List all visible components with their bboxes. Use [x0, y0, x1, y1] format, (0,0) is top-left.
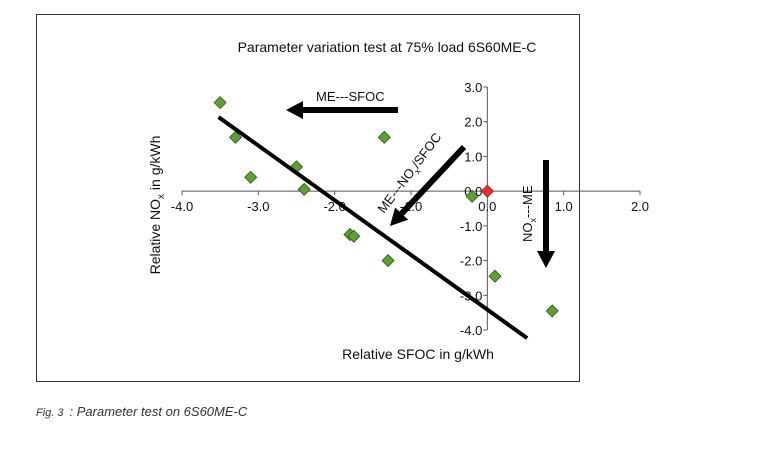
sfoc-arrow-head [286, 101, 303, 119]
nox-label-part: NO [520, 223, 535, 243]
figure-caption-text: : Parameter test on 6S60ME-C [69, 404, 248, 419]
data-point [545, 304, 559, 318]
sfoc-arrow-label: ME---SFOC [316, 89, 385, 104]
nox-sfoc-arrow-head [390, 207, 409, 226]
y-tick-label: -4.0 [460, 323, 482, 338]
y-tick-label: 3.0 [464, 80, 482, 95]
reference-point [480, 184, 494, 198]
nox-label-part: ---ME [520, 185, 535, 218]
y-tick-label: 2.0 [464, 115, 482, 130]
y-tick-label: -1.0 [460, 219, 482, 234]
trend-line [217, 115, 529, 340]
data-point [347, 229, 361, 243]
x-tick-label: -4.0 [171, 199, 193, 214]
data-point [228, 130, 242, 144]
chart-frame [36, 14, 580, 382]
data-point [377, 130, 391, 144]
data-point [213, 96, 227, 110]
chart-title: Parameter variation test at 75% load 6S6… [238, 39, 537, 55]
nox-sfoc-label-part: /SFOC [408, 130, 444, 171]
data-point [488, 269, 502, 283]
data-point [297, 182, 311, 196]
y-axis-label: Relative NOx in g/kWh [147, 136, 167, 275]
figure-caption: Fig. 3 : Parameter test on 6S60ME-C [36, 404, 247, 419]
y-tick-label: 1.0 [464, 149, 482, 164]
nox-arrow-head [537, 251, 555, 268]
figure-number: Fig. 3 [36, 407, 64, 419]
nox-arrow-label: NOx---ME [520, 185, 538, 242]
data-point [244, 170, 258, 184]
nox-sfoc-label-sub: x [412, 166, 423, 176]
nox-arrow [537, 160, 555, 268]
data-point [381, 254, 395, 268]
nox-label-sub: x [528, 218, 538, 223]
x-tick-label: -3.0 [247, 199, 269, 214]
x-tick-label: 1.0 [555, 199, 573, 214]
x-axis-label: Relative SFOC in g/kWh [342, 346, 494, 362]
sfoc-arrow [286, 101, 398, 119]
chart-marks [213, 96, 559, 340]
scatter-chart: -4.0-3.0-2.0-1.00.01.02.0-4.0-3.0-2.0-1.… [147, 39, 649, 362]
nox-sfoc-arrow-shaft [399, 144, 467, 216]
nox-sfoc-arrow [390, 144, 467, 226]
x-tick-label: 2.0 [631, 199, 649, 214]
data-point [465, 189, 479, 203]
y-tick-label: -2.0 [460, 254, 482, 269]
x-tick-label: 0.0 [478, 199, 496, 214]
